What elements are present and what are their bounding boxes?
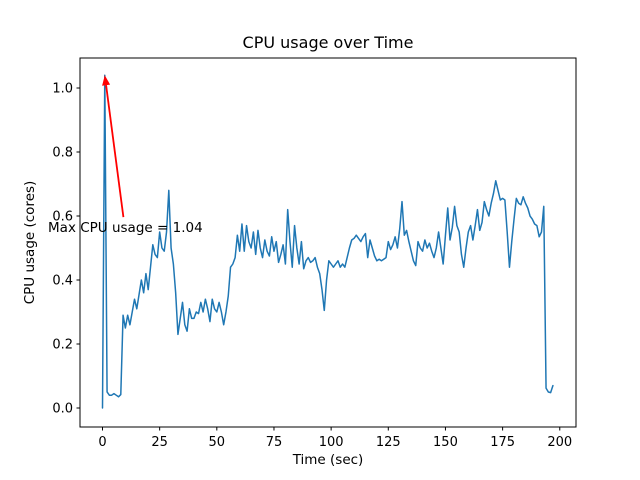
annotation-arrow-icon xyxy=(102,75,125,218)
y-tick-label: 0.8 xyxy=(52,146,73,161)
x-tick-label: 75 xyxy=(266,435,283,450)
y-tick-label: 0.4 xyxy=(52,274,73,289)
y-tick-label: 1.0 xyxy=(52,82,73,97)
annotation-arrow-head xyxy=(102,75,111,86)
x-tick-label: 175 xyxy=(490,435,515,450)
y-tick-label: 0.6 xyxy=(52,210,73,225)
axis-ticks: 0 25 50 75 100 125 150 175 200 0.0 0.2 0.4 0.6 0.8 1.0 xyxy=(52,82,572,450)
plot-frame xyxy=(79,57,577,428)
y-tick-label: 0.2 xyxy=(52,337,73,352)
x-tick-label: 50 xyxy=(209,435,226,450)
x-tick-label: 150 xyxy=(433,435,458,450)
series-layer xyxy=(101,74,554,409)
max-cpu-annotation: Max CPU usage = 1.04 xyxy=(48,220,203,236)
x-tick-label: 125 xyxy=(376,435,401,450)
x-tick-label: 0 xyxy=(98,435,106,450)
cpu-usage-line xyxy=(101,74,554,409)
x-tick-label: 200 xyxy=(547,435,572,450)
chart-title: CPU usage over Time xyxy=(243,33,414,52)
y-tick-label: 0.0 xyxy=(52,401,73,416)
x-axis-label: Time (sec) xyxy=(292,452,364,468)
annotation-arrow-shaft xyxy=(105,85,125,218)
x-tick-label: 100 xyxy=(319,435,344,450)
y-axis-label: CPU usage (cores) xyxy=(22,181,38,305)
x-tick-label: 25 xyxy=(151,435,168,450)
